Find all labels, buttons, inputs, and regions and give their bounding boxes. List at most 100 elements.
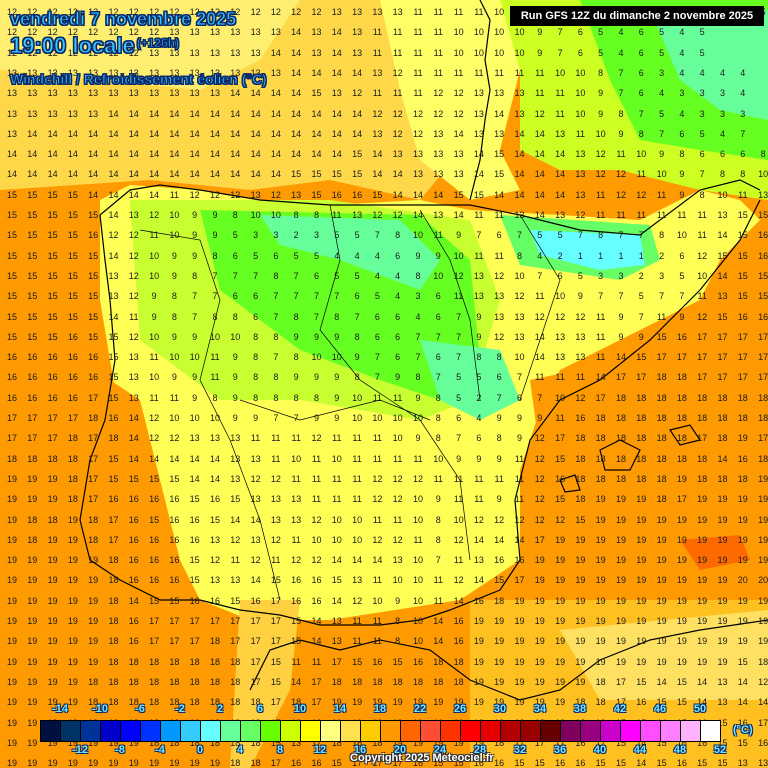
grid-value: 9 (313, 331, 319, 342)
grid-value: 15 (47, 331, 58, 342)
grid-value: 13 (758, 189, 768, 200)
grid-value: 9 (192, 210, 198, 220)
grid-value: 11 (169, 392, 180, 403)
grid-value: 17 (149, 636, 160, 647)
grid-value: 19 (656, 514, 667, 525)
grid-value: 19 (88, 555, 99, 566)
grid-value: 13 (230, 473, 241, 484)
grid-value: 19 (27, 758, 38, 768)
grid-value: 10 (149, 270, 160, 281)
grid-value: 3 (719, 108, 725, 119)
grid-value: 5 (699, 27, 705, 38)
grid-value: 10 (149, 331, 160, 342)
grid-value: 15 (6, 210, 17, 220)
grid-value: 15 (47, 291, 58, 302)
grid-value: 12 (534, 433, 545, 444)
grid-value: 15 (717, 717, 728, 728)
grid-value: 11 (474, 210, 484, 220)
grid-value: 13 (88, 108, 99, 119)
legend-swatch (361, 721, 381, 741)
grid-value: 18 (47, 514, 58, 525)
grid-value: 10 (169, 210, 180, 220)
grid-value: 12 (128, 250, 139, 261)
grid-value: 14 (534, 210, 545, 220)
grid-value: 11 (291, 473, 301, 484)
grid-value: 6 (496, 372, 502, 383)
grid-value: 17 (169, 636, 180, 647)
grid-value: 12 (453, 270, 464, 281)
grid-value: 19 (331, 697, 342, 708)
grid-value: 19 (494, 656, 505, 667)
grid-value: 15 (636, 352, 647, 363)
grid-value: 9 (253, 413, 259, 423)
grid-value: 10 (209, 331, 220, 342)
grid-value: 13 (128, 88, 139, 99)
grid-value: 6 (395, 352, 401, 363)
grid-value: 15 (149, 514, 160, 525)
grid-value: 14 (67, 169, 78, 180)
grid-value: 11 (616, 210, 626, 220)
grid-value: 11 (453, 67, 464, 78)
grid-value: 15 (615, 737, 626, 748)
grid-value: 9 (212, 210, 218, 220)
grid-value: 19 (108, 737, 119, 748)
legend-label-bottom: 24 (433, 744, 447, 756)
grid-value: 16 (67, 352, 78, 363)
grid-value: 8 (171, 291, 177, 302)
grid-value: 19 (47, 575, 58, 586)
grid-value: 17 (270, 697, 281, 708)
grid-value: 4 (719, 128, 725, 139)
grid-value: 4 (679, 108, 685, 119)
grid-value: 10 (169, 230, 180, 241)
grid-value: 7 (212, 291, 218, 302)
grid-value: 19 (575, 636, 586, 647)
grid-value: 12 (372, 494, 383, 505)
grid-value: 5 (456, 392, 462, 403)
grid-value: 19 (47, 473, 58, 484)
forecast-time: 19:00 locale (+126h) (10, 33, 180, 59)
grid-value: 18 (149, 737, 160, 748)
grid-value: 6 (374, 311, 380, 322)
grid-value: 10 (412, 575, 423, 586)
grid-value: 13 (169, 67, 180, 78)
grid-value: 19 (189, 758, 200, 768)
grid-value: 10 (412, 494, 423, 505)
grid-value: 10 (412, 616, 423, 626)
grid-value: 13 (575, 331, 586, 342)
grid-value: 8 (253, 392, 259, 403)
grid-value: 12 (169, 433, 180, 444)
legend-label-bottom: -4 (155, 744, 165, 756)
grid-value: 16 (209, 595, 220, 606)
legend-swatch (301, 721, 321, 741)
grid-value: 2 (293, 230, 299, 241)
grid-value: 7 (232, 270, 238, 281)
grid-value: 9 (395, 372, 401, 383)
grid-value: 16 (27, 392, 38, 403)
grid-value: 7 (618, 67, 624, 78)
grid-value: 16 (149, 534, 160, 545)
grid-value: 19 (494, 616, 505, 626)
grid-value: 7 (618, 88, 624, 99)
grid-value: 12 (230, 7, 241, 17)
grid-value: 14 (67, 128, 78, 139)
grid-value: 15 (737, 291, 748, 302)
grid-value: 15 (47, 250, 58, 261)
grid-value: 4 (537, 250, 543, 261)
grid-value: 19 (27, 473, 38, 484)
grid-value: 13 (311, 27, 322, 38)
grid-value: 11 (393, 47, 403, 58)
grid-value: 9 (496, 413, 502, 423)
grid-value: 14 (27, 169, 38, 180)
copyright: Copyright 2025 Meteociel.fr (350, 752, 494, 764)
grid-value: 13 (250, 67, 261, 78)
grid-value: 16 (149, 575, 160, 586)
grid-value: 8 (253, 352, 259, 363)
grid-value: 7 (293, 291, 299, 302)
grid-value: 15 (697, 758, 708, 768)
grid-value: 8 (171, 311, 177, 322)
grid-value: 12 (473, 514, 484, 525)
grid-value: 10 (189, 413, 200, 423)
grid-value: 15 (27, 230, 38, 241)
grid-value: 14 (331, 27, 342, 38)
grid-value: 9 (456, 230, 462, 241)
